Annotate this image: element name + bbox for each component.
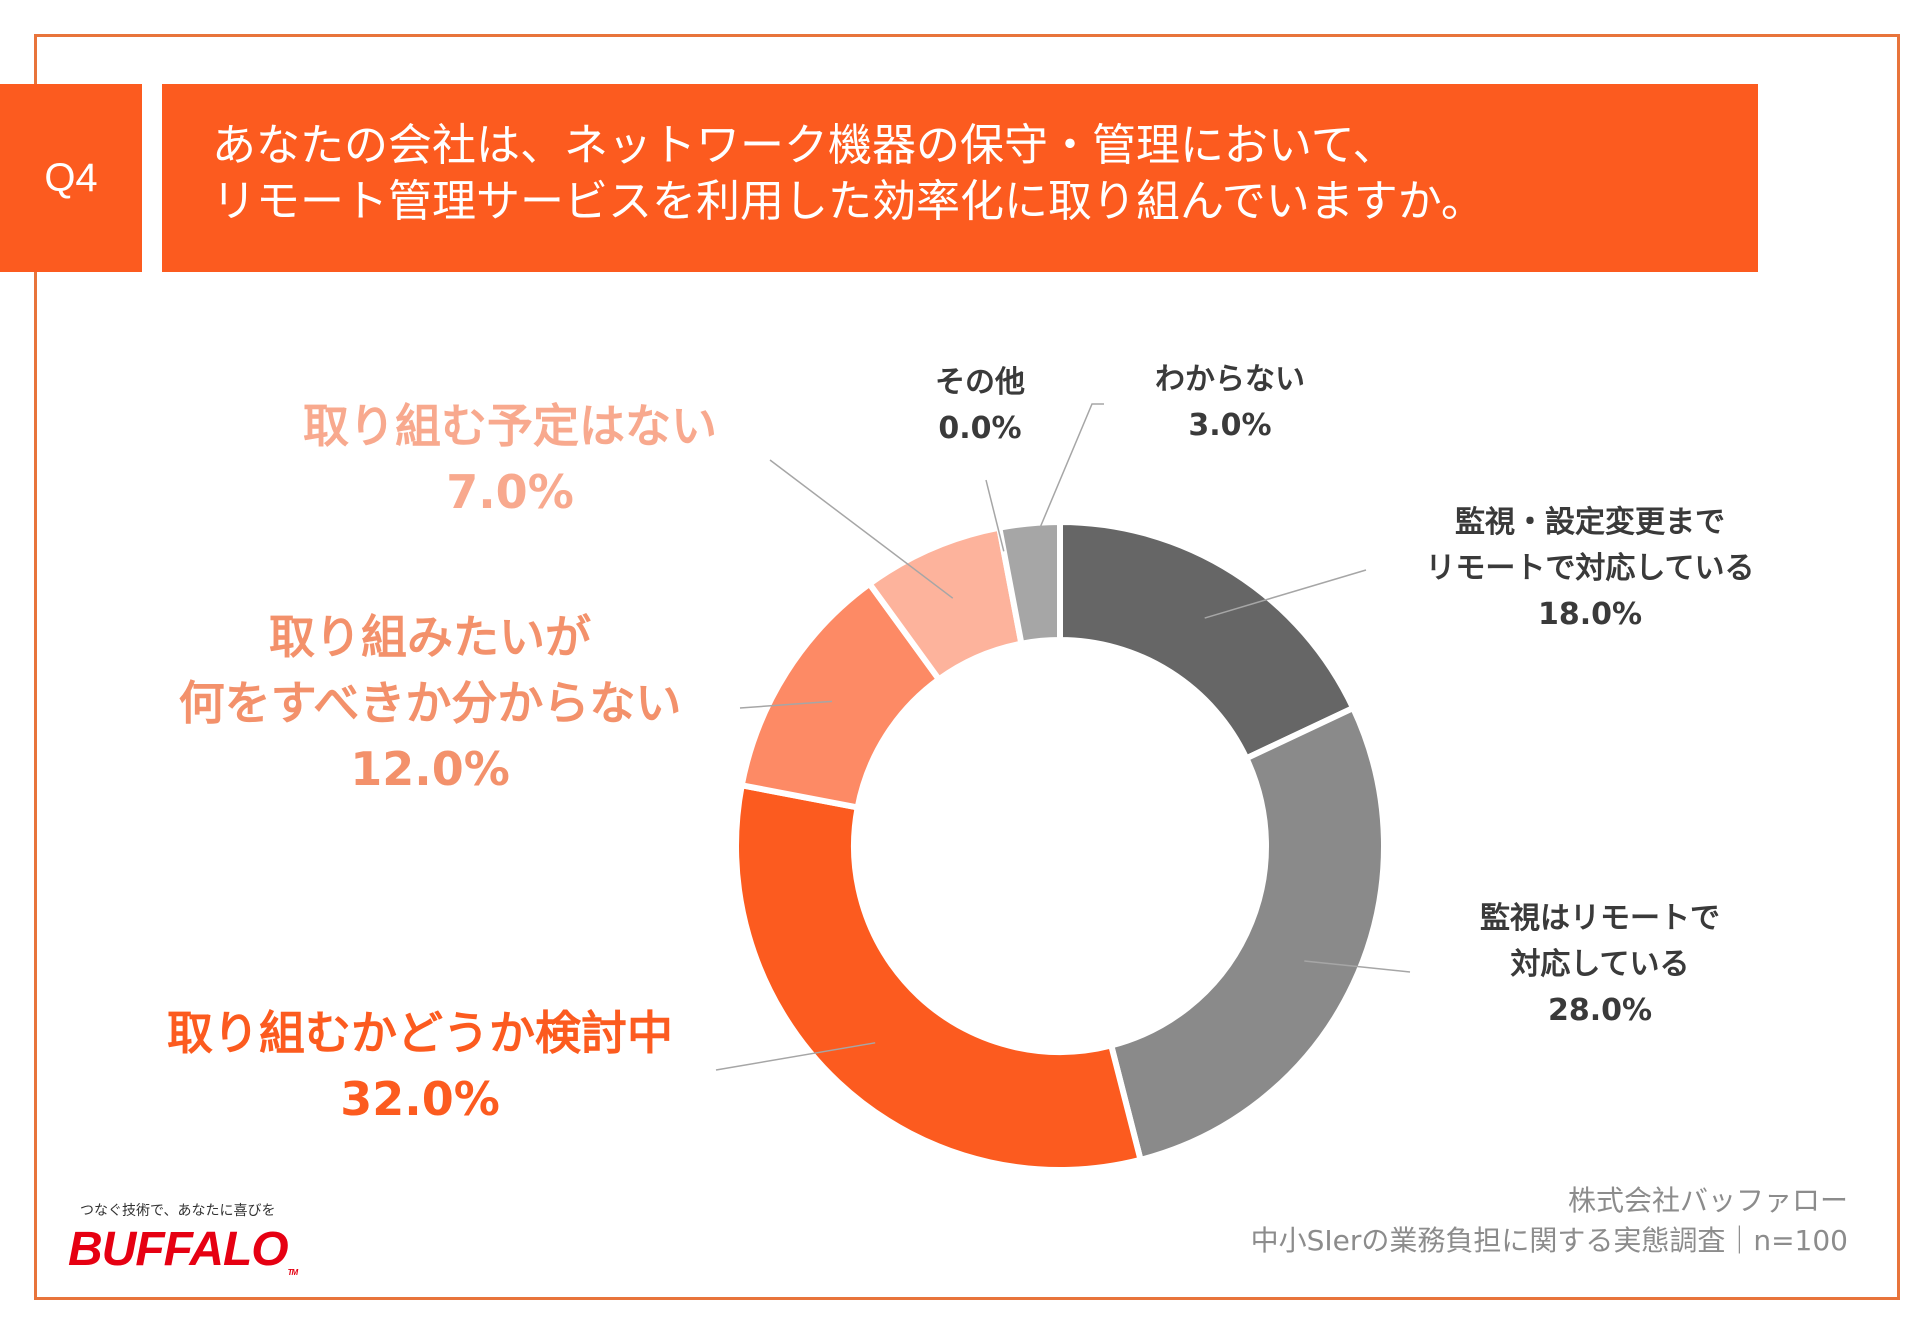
leader-line-0: [1204, 569, 1367, 619]
label-remote-config-line-2: リモートで対応している: [1425, 551, 1755, 586]
label-unknown-value: 3.0%: [1188, 408, 1272, 443]
label-remote-config-line-1: 監視・設定変更まで: [1455, 505, 1725, 540]
label-considering-value: 32.0%: [340, 1072, 500, 1126]
leader-line-5: [985, 479, 1005, 552]
slide-frame: [34, 34, 1900, 1300]
leader-line-2: [715, 1042, 876, 1071]
trademark-mark: TM: [287, 1268, 299, 1277]
label-remote-monitor: 監視はリモートで 対応している 28.0%: [1430, 896, 1770, 1034]
label-remote-config: 監視・設定変更まで リモートで対応している 18.0%: [1380, 500, 1800, 638]
donut-slices: [733, 518, 1387, 1173]
label-remote-monitor-line-2: 対応している: [1510, 947, 1690, 982]
donut-slice-2: [733, 781, 1145, 1173]
label-other: その他 0.0%: [900, 360, 1060, 452]
buffalo-logo-text: BUFFALO: [68, 1223, 289, 1276]
donut-slice-6: [995, 518, 1063, 648]
question-title-line-1: あなたの会社は、ネットワーク機器の保守・管理において、: [212, 120, 1397, 171]
question-title-bar: あなたの会社は、ネットワーク機器の保守・管理において、 リモート管理サービスを利…: [162, 84, 1758, 272]
label-unknown-line-1: わからない: [1155, 362, 1305, 397]
buffalo-logo: BUFFALOTM: [68, 1222, 299, 1277]
label-remote-monitor-value: 28.0%: [1547, 993, 1653, 1028]
label-unknown: わからない 3.0%: [1120, 357, 1340, 449]
brand-tagline: つなぐ技術で、あなたに喜びを: [80, 1203, 276, 1219]
label-no-plan: 取り組む予定はない 7.0%: [260, 393, 760, 525]
label-unsure-line-2: 何をすべきか分からない: [178, 676, 682, 730]
label-no-plan-value: 7.0%: [446, 465, 574, 519]
label-considering-line-1: 取り組むかどうか検討中: [167, 1006, 673, 1060]
label-remote-config-value: 18.0%: [1537, 597, 1643, 632]
leader-lines: [715, 403, 1411, 1071]
question-title-line-2: リモート管理サービスを利用した効率化に取り組んでいますか。: [212, 176, 1485, 227]
footer-company: 株式会社バッファロー: [1567, 1184, 1848, 1217]
donut-slice-1: [1107, 704, 1387, 1164]
leader-line-3: [739, 700, 833, 709]
label-unsure: 取り組みたいが 何をすべきか分からない 12.0%: [140, 604, 720, 802]
question-number: Q4: [44, 155, 98, 200]
label-unsure-line-1: 取り組みたいが: [269, 610, 591, 664]
question-number-badge: Q4: [0, 84, 142, 272]
label-other-value: 0.0%: [938, 411, 1022, 446]
donut-slice-0: [1057, 518, 1358, 763]
label-no-plan-line-1: 取り組む予定はない: [303, 399, 717, 453]
leader-line-1: [1304, 960, 1411, 973]
label-other-line-1: その他: [935, 365, 1025, 400]
label-unsure-value: 12.0%: [350, 742, 510, 796]
footer-survey: 中小SIerの業務負担に関する実態調査｜n=100: [1250, 1224, 1848, 1257]
leader-line-4: [769, 459, 954, 599]
label-remote-monitor-line-1: 監視はリモートで: [1480, 901, 1720, 936]
source-footer: 株式会社バッファロー 中小SIerの業務負担に関する実態調査｜n=100: [1251, 1181, 1848, 1261]
label-considering: 取り組むかどうか検討中 32.0%: [120, 1000, 720, 1132]
leader-line-6: [1031, 403, 1104, 548]
